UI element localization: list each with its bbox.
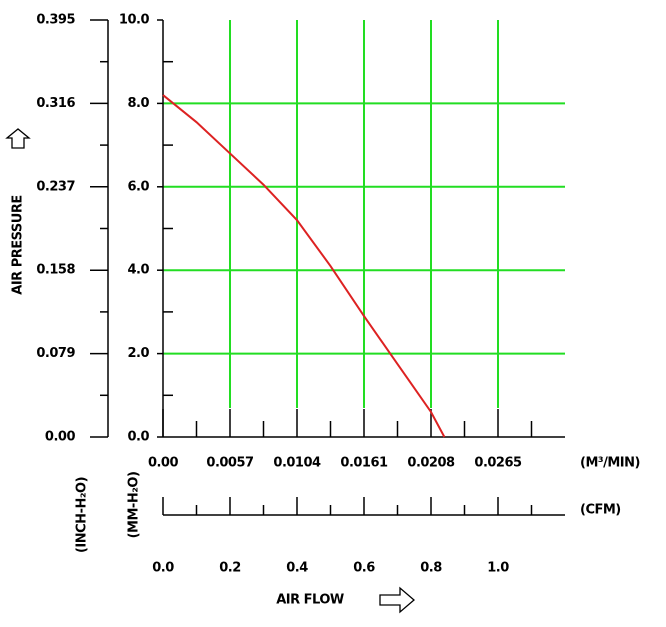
y-tick-label: 2.0: [127, 346, 149, 361]
x2-tick-label: 0.00: [148, 456, 179, 471]
y-tick-label: 6.0: [127, 179, 149, 194]
x2-tick-label: 0.0057: [206, 456, 254, 471]
y2-tick-label: 0.00: [45, 430, 76, 445]
right-arrow: [379, 586, 415, 614]
curve: [162, 94, 446, 438]
x2-tick-label: 0.0161: [340, 456, 388, 471]
y2-tick-label: 0.079: [36, 346, 75, 361]
x2-unit: (M³/MIN): [580, 456, 640, 471]
x2-tick-label: 0.0265: [474, 456, 522, 471]
x-tick-label: 0.0: [152, 561, 174, 576]
x-tick-label: 0.8: [420, 561, 442, 576]
y-tick-label: 4.0: [127, 263, 149, 278]
up-arrow: [5, 128, 31, 149]
y-unit: (MM-H₂O): [127, 472, 142, 539]
y-label: AIR PRESSURE: [11, 195, 26, 294]
x2-tick-label: 0.0208: [407, 456, 455, 471]
y2-tick-label: 0.395: [36, 13, 75, 28]
y-tick-label: 10.0: [119, 13, 150, 28]
y2-tick-label: 0.158: [36, 263, 75, 278]
y2-unit: (INCH-H₂O): [75, 477, 90, 553]
y2-tick-label: 0.237: [36, 179, 75, 194]
y2-tick-label: 0.316: [36, 96, 75, 111]
y-tick-label: 8.0: [127, 96, 149, 111]
x2-tick-label: 0.0104: [273, 456, 321, 471]
x-label: AIR FLOW: [276, 593, 344, 608]
x-tick-label: 0.6: [353, 561, 375, 576]
x-tick-label: 0.4: [286, 561, 308, 576]
x-tick-label: 1.0: [487, 561, 509, 576]
x-tick-label: 0.2: [219, 561, 241, 576]
x-unit: (CFM): [580, 503, 621, 518]
y-tick-label: 0.0: [127, 430, 149, 445]
